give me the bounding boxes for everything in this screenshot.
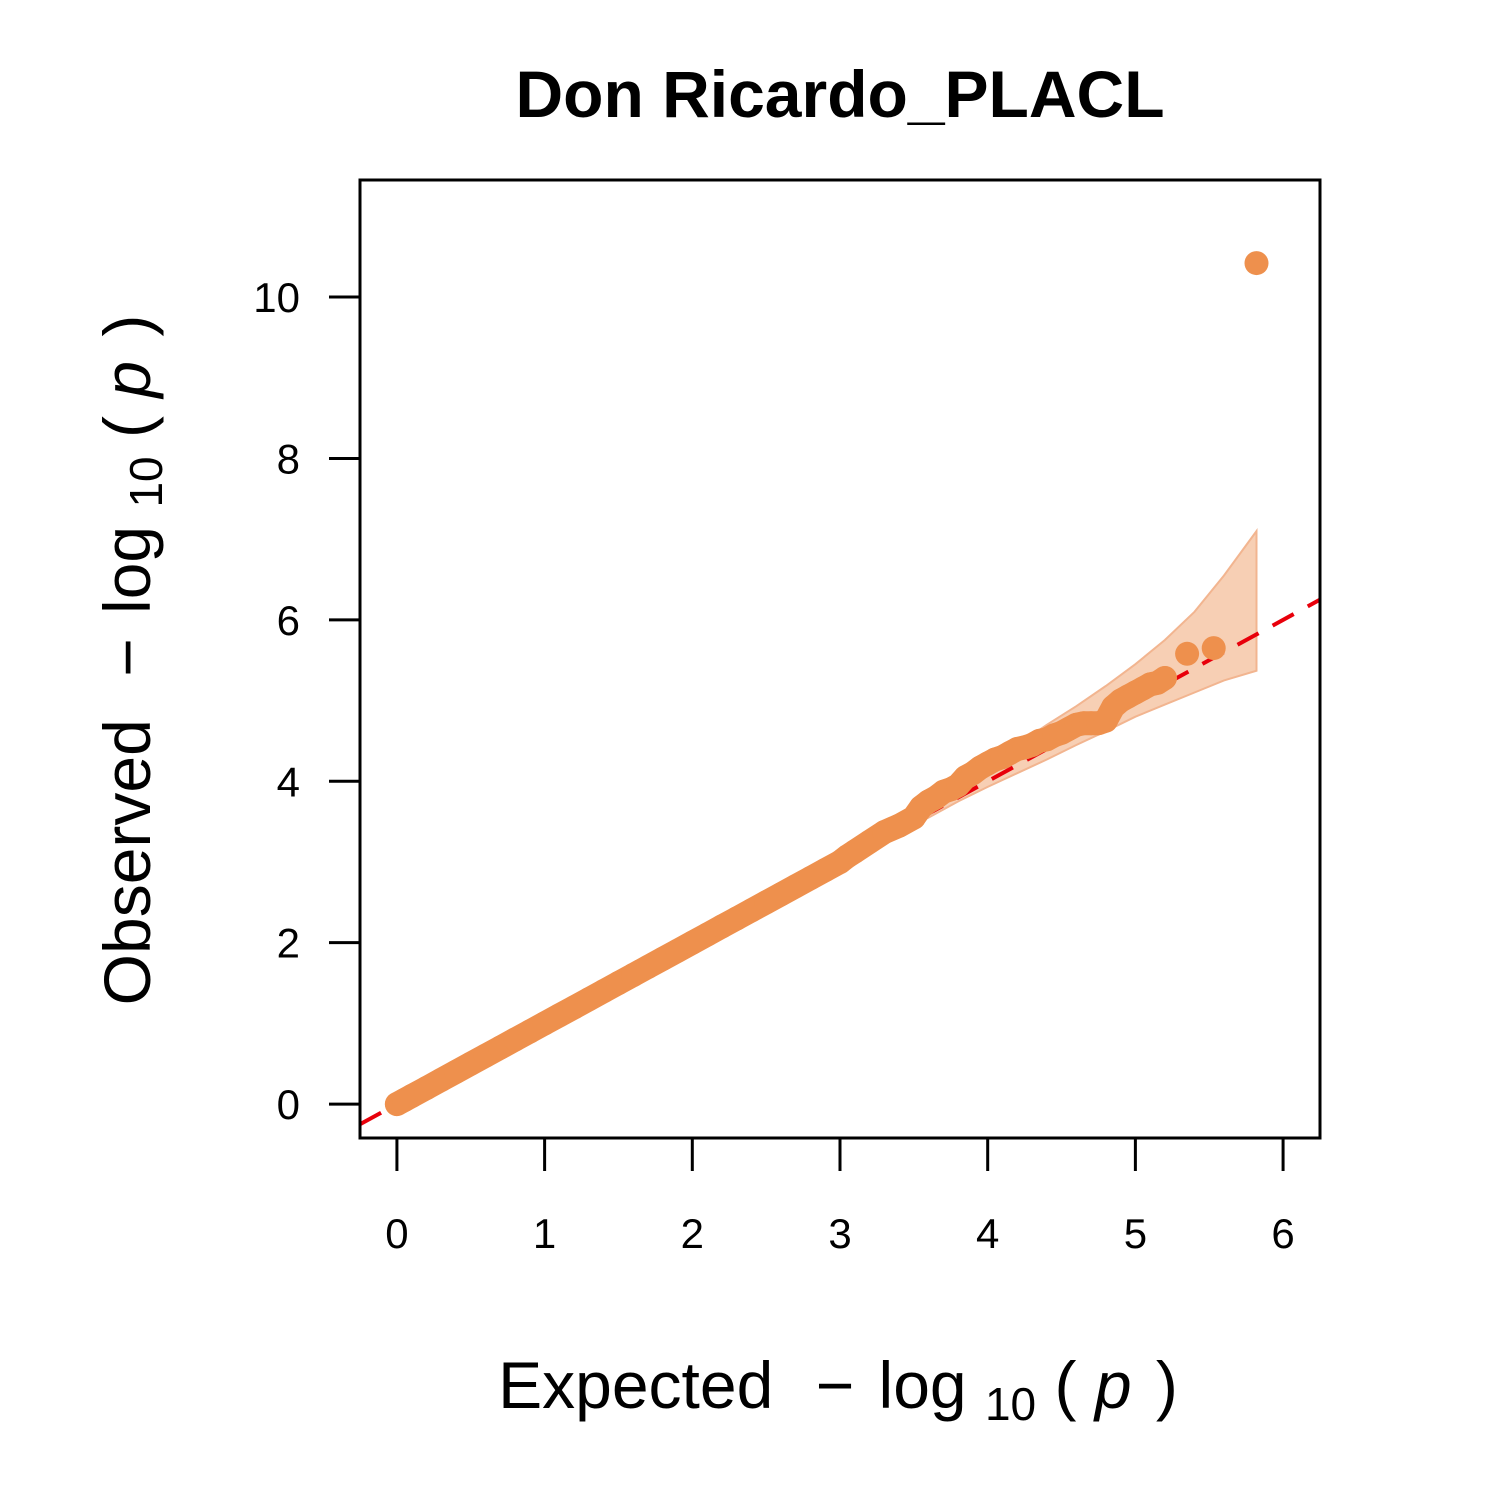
x-axis-label-log: log bbox=[879, 1348, 967, 1422]
data-point bbox=[1175, 641, 1200, 666]
y-tick-label: 4 bbox=[277, 758, 300, 805]
y-tick-label: 0 bbox=[277, 1081, 300, 1128]
y-axis-label: Observed − log 10 ( p ) bbox=[90, 315, 176, 1006]
x-axis-label-sub: 10 bbox=[985, 1378, 1036, 1430]
y-tick-label: 10 bbox=[253, 274, 300, 321]
chart-title: Don Ricardo_PLACL bbox=[515, 57, 1164, 131]
x-axis-label-var: p bbox=[1093, 1348, 1132, 1422]
y-axis: 0 2 4 6 8 10 bbox=[253, 274, 360, 1128]
y-axis-label-log: log bbox=[90, 526, 164, 614]
x-tick-label: 3 bbox=[828, 1210, 851, 1257]
x-tick-label: 1 bbox=[533, 1210, 556, 1257]
y-axis-label-prefix: Observed bbox=[90, 719, 164, 1005]
x-tick-label: 6 bbox=[1271, 1210, 1294, 1257]
x-axis-label-close: ) bbox=[1156, 1348, 1178, 1422]
x-axis: 0 1 2 3 4 5 6 bbox=[385, 1138, 1295, 1257]
y-tick-label: 2 bbox=[277, 920, 300, 967]
x-tick-label: 2 bbox=[681, 1210, 704, 1257]
x-tick-label: 5 bbox=[1124, 1210, 1147, 1257]
y-axis-label-sub: 10 bbox=[120, 456, 172, 507]
y-tick-label: 6 bbox=[277, 597, 300, 644]
y-axis-label-minus: − bbox=[90, 638, 164, 677]
y-tick-label: 8 bbox=[277, 435, 300, 482]
data-point bbox=[1244, 251, 1269, 276]
x-axis-label-open: ( bbox=[1054, 1348, 1076, 1422]
y-axis-label-close: ) bbox=[90, 315, 164, 337]
x-tick-label: 0 bbox=[385, 1210, 408, 1257]
data-point bbox=[1152, 666, 1177, 690]
x-axis-label-prefix: Expected bbox=[498, 1348, 773, 1422]
data-point bbox=[1201, 636, 1226, 661]
y-axis-label-open: ( bbox=[90, 416, 164, 438]
points-layer bbox=[384, 251, 1269, 1117]
y-axis-label-var: p bbox=[90, 361, 164, 400]
x-axis-label: Expected − log 10 ( p ) bbox=[498, 1348, 1178, 1434]
x-tick-label: 4 bbox=[976, 1210, 999, 1257]
x-axis-label-minus: − bbox=[816, 1348, 855, 1422]
